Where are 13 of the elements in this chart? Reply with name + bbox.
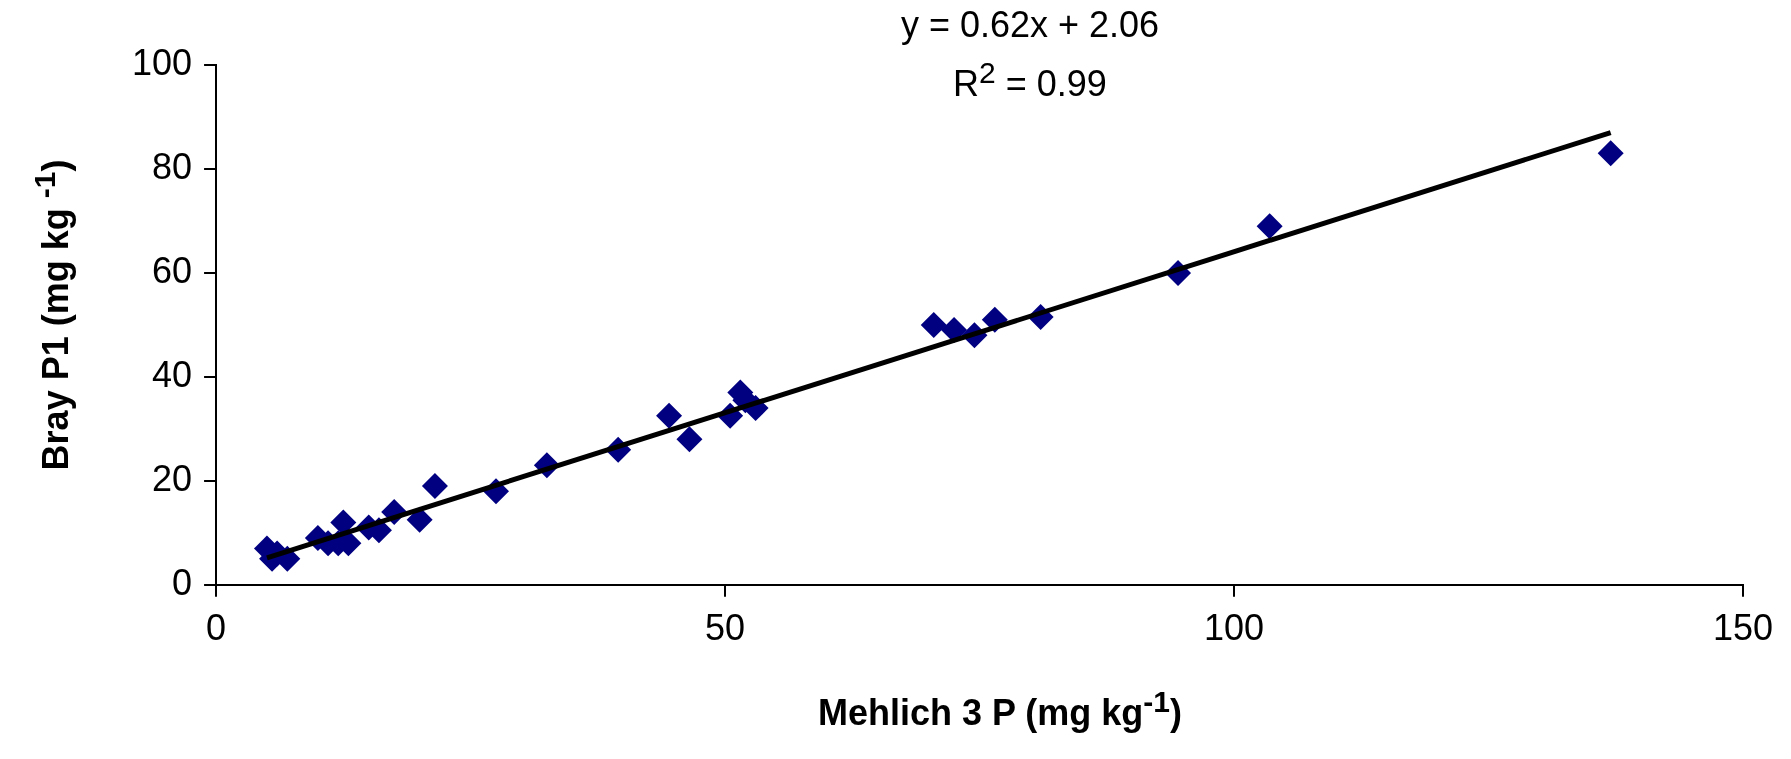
- y-tick-label: 20: [152, 457, 193, 499]
- y-tick-label: 40: [152, 353, 193, 395]
- y-tick-label: 100: [131, 41, 193, 83]
- y-tick-label: 80: [152, 145, 193, 187]
- x-tick-label: 150: [1712, 607, 1774, 649]
- x-axis-title: Mehlich 3 P (mg kg$^{-1}$): [817, 685, 1183, 734]
- annotation: R$^{2}$ = 0.99: [953, 56, 1107, 105]
- x-tick-label: 0: [206, 607, 227, 649]
- text: y = 0.62x + 2.06: [900, 4, 1160, 46]
- y-tick-label: 60: [152, 249, 193, 291]
- x-tick-label: 100: [1203, 607, 1265, 649]
- x-tick-label: 50: [705, 607, 746, 649]
- y-tick-label: 0: [172, 561, 193, 603]
